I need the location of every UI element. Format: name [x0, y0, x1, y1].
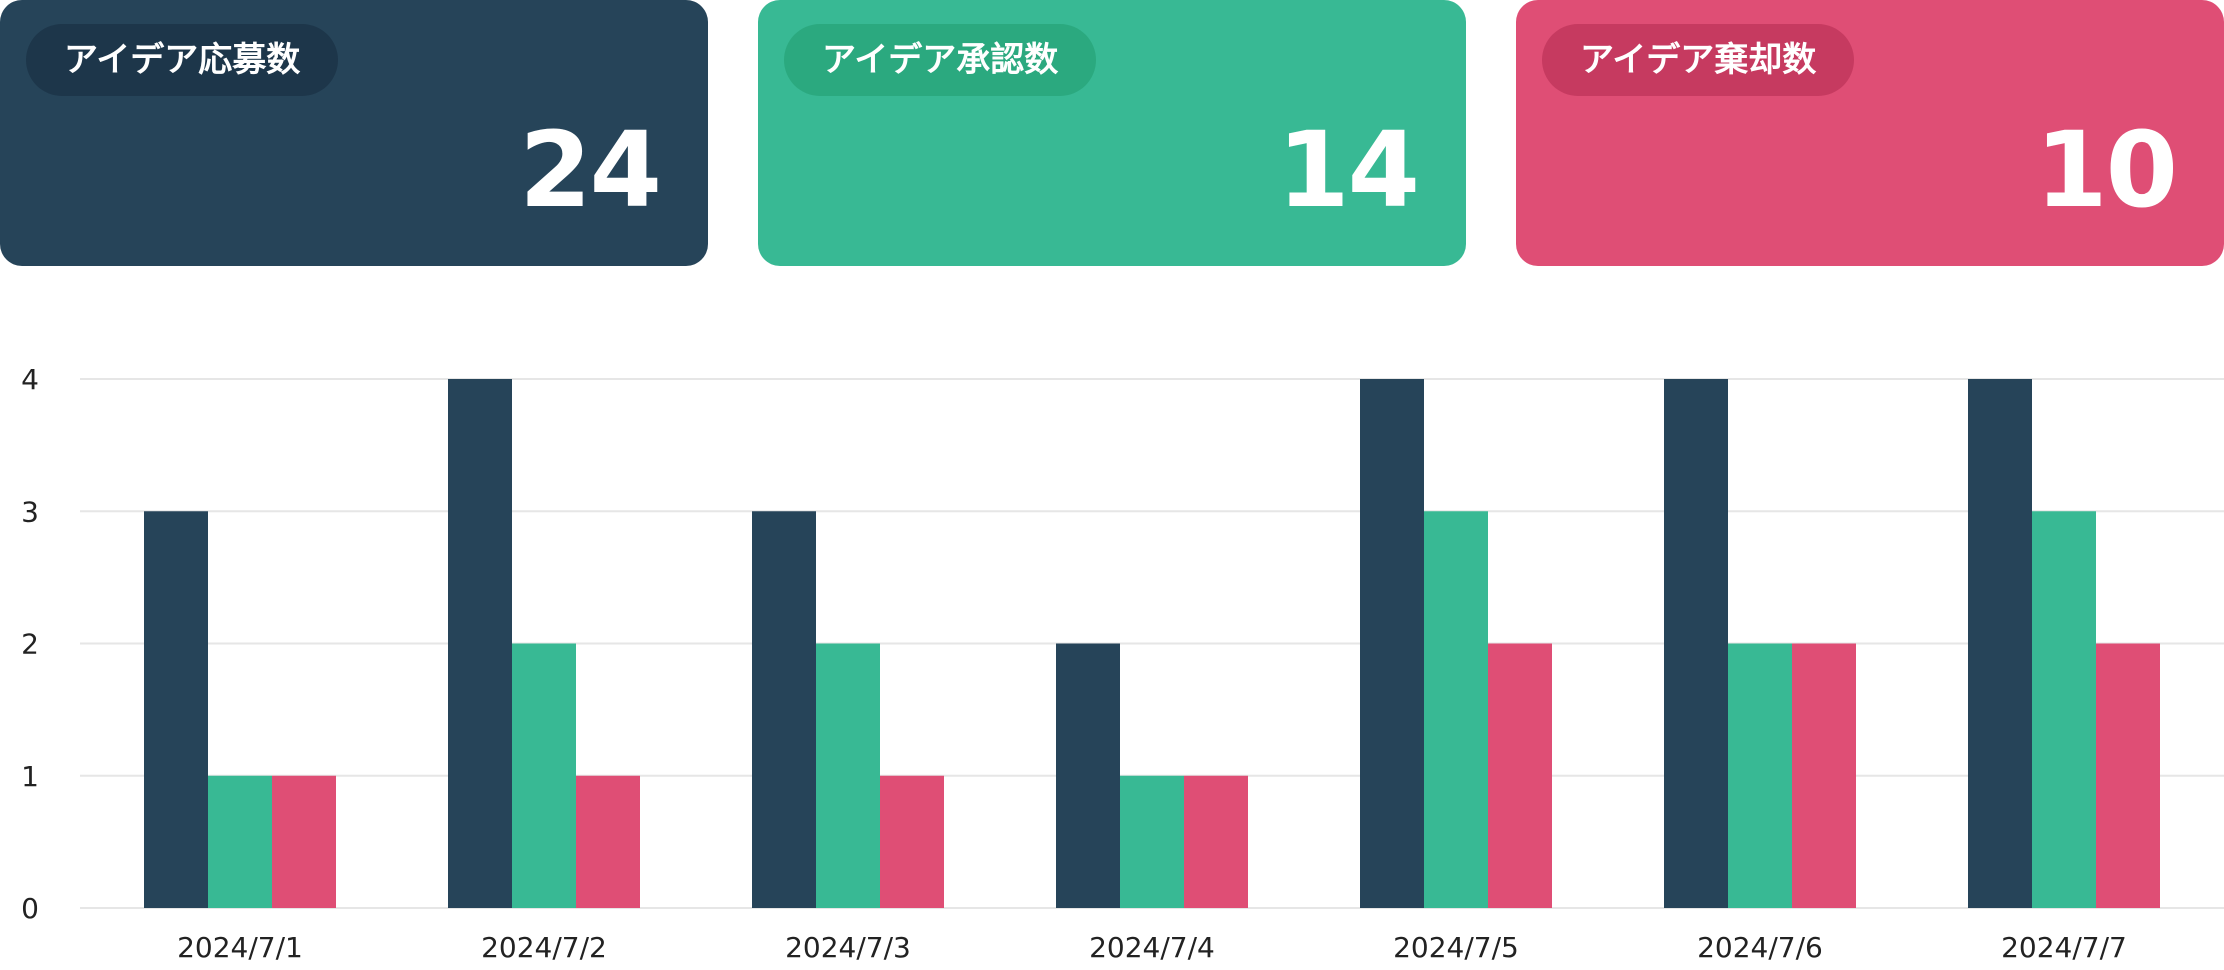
- x-tick-label: 2024/7/1: [177, 931, 303, 964]
- x-tick-label: 2024/7/5: [1393, 931, 1519, 964]
- chart-bars: [144, 379, 2160, 908]
- x-tick-label: 2024/7/6: [1697, 931, 1823, 964]
- approved-count-value: 14: [1277, 109, 1420, 231]
- applied-count-card: アイデア応募数 24: [0, 0, 708, 266]
- bar-series1-day1: [144, 511, 208, 908]
- y-tick-label: 0: [21, 892, 39, 925]
- bar-series1-day2: [448, 379, 512, 908]
- bar-series1-day5: [1360, 379, 1424, 908]
- applied-count-value: 24: [519, 109, 662, 231]
- x-tick-label: 2024/7/3: [785, 931, 911, 964]
- x-tick-label: 2024/7/4: [1089, 931, 1215, 964]
- bar-series3-day4: [1184, 775, 1248, 908]
- bar-series3-day6: [1792, 643, 1856, 908]
- x-tick-label: 2024/7/2: [481, 931, 607, 964]
- bar-series3-day7: [2096, 643, 2160, 908]
- bar-series3-day2: [576, 775, 640, 908]
- bar-series1-day7: [1968, 379, 2032, 908]
- bar-series3-day3: [880, 775, 944, 908]
- bar-series2-day5: [1424, 511, 1488, 908]
- bar-series3-day5: [1488, 643, 1552, 908]
- bar-series1-day3: [752, 511, 816, 908]
- y-axis-ticks: 0 1 2 3 4: [21, 363, 39, 925]
- x-axis-ticks: 2024/7/1 2024/7/2 2024/7/3 2024/7/4 2024/7/5…: [177, 931, 2127, 964]
- bar-series2-day6: [1728, 643, 1792, 908]
- y-tick-label: 4: [21, 363, 39, 396]
- bar-series1-day4: [1056, 643, 1120, 908]
- y-tick-label: 1: [21, 760, 39, 793]
- approved-count-label: アイデア承認数: [784, 24, 1097, 96]
- bar-series2-day1: [208, 775, 272, 908]
- applied-count-label: アイデア応募数: [26, 24, 339, 96]
- bar-series2-day7: [2032, 511, 2096, 908]
- x-tick-label: 2024/7/7: [2001, 931, 2127, 964]
- rejected-count-value: 10: [2035, 109, 2178, 231]
- bar-series2-day3: [816, 643, 880, 908]
- bar-series1-day6: [1664, 379, 1728, 908]
- bar-series3-day1: [272, 775, 336, 908]
- approved-count-card: アイデア承認数 14: [758, 0, 1466, 266]
- rejected-count-card: アイデア棄却数 10: [1516, 0, 2224, 266]
- bar-series2-day4: [1120, 775, 1184, 908]
- rejected-count-label: アイデア棄却数: [1542, 24, 1855, 96]
- bar-series2-day2: [512, 643, 576, 908]
- y-tick-label: 3: [21, 495, 39, 528]
- y-tick-label: 2: [21, 628, 39, 661]
